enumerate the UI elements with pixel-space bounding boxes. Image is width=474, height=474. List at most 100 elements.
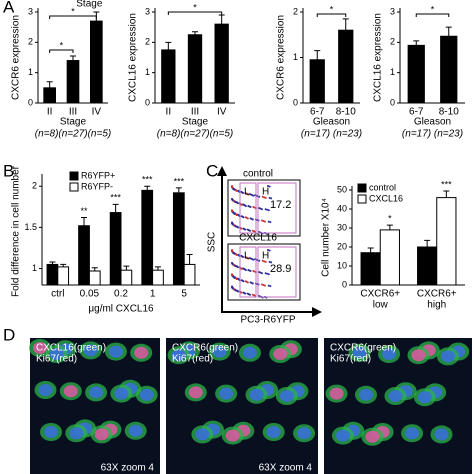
- error-bar: [445, 26, 452, 37]
- error-bar: [314, 50, 321, 60]
- nucleus: [94, 428, 109, 441]
- error-bar: [154, 266, 161, 271]
- event: [236, 202, 239, 205]
- x-tick-label: 1: [150, 289, 156, 300]
- event: [267, 284, 270, 287]
- nucleus: [188, 386, 203, 399]
- nucleus: [225, 429, 240, 442]
- x-tick-label: 0.2: [114, 289, 128, 300]
- y-tick-label: 0: [342, 279, 347, 289]
- legend-swatch: [357, 183, 367, 193]
- event: [267, 273, 270, 276]
- bar: [440, 35, 458, 104]
- legend-label: CXCL16: [369, 193, 403, 203]
- nucleus: [108, 345, 123, 358]
- y-tick-label: 1: [293, 52, 298, 62]
- event: [237, 226, 240, 229]
- event: [240, 267, 243, 270]
- y-tick-label: 40: [337, 203, 347, 213]
- event: [264, 272, 267, 275]
- event: [264, 196, 267, 199]
- bar: [187, 34, 203, 104]
- x-axis-label: Stage: [60, 117, 87, 128]
- event: [233, 252, 236, 255]
- bar: [90, 20, 103, 104]
- x-tick-label: IV: [92, 107, 102, 118]
- nucleus: [352, 346, 367, 359]
- event: [249, 270, 252, 273]
- y-tick-label: 3: [390, 6, 395, 16]
- gate: [257, 182, 297, 234]
- bar: [214, 23, 229, 104]
- event: [247, 257, 250, 260]
- x-tick-label: 5: [181, 289, 187, 300]
- event: [246, 217, 249, 220]
- panel-label: B: [3, 161, 14, 180]
- bar: [109, 212, 122, 286]
- significance: *: [60, 40, 64, 50]
- y-tick-label: 20: [337, 241, 347, 251]
- micrograph-label: CXCR6(green): [330, 343, 396, 354]
- event: [251, 282, 254, 285]
- gate-label: L: [244, 187, 250, 198]
- bar: [360, 252, 381, 286]
- legend-label: R6YFP-: [81, 181, 113, 191]
- event: [234, 201, 237, 204]
- bar: [417, 246, 438, 286]
- bar: [152, 269, 164, 286]
- nucleus: [405, 427, 420, 440]
- error-bar: [123, 265, 130, 271]
- event: [242, 216, 245, 219]
- nucleus: [128, 424, 143, 437]
- event: [233, 277, 236, 280]
- nucleus: [171, 349, 186, 362]
- y-axis-label: CXCL16 expression: [128, 13, 139, 102]
- error-bar: [386, 224, 393, 230]
- event: [249, 206, 252, 209]
- flow-axes: [221, 172, 316, 313]
- bracket: [415, 13, 450, 17]
- flow-title: CXCL16: [239, 233, 277, 244]
- nucleus: [44, 426, 58, 438]
- error-bar: [192, 31, 198, 35]
- y-tick-label: 1.5: [24, 222, 37, 232]
- error-bar: [49, 261, 56, 265]
- y-tick-label: 30: [337, 222, 347, 232]
- y-tick-label: 0: [28, 97, 33, 107]
- nucleus: [335, 429, 350, 442]
- sample-sizes: (n=17) (n=23): [402, 129, 463, 140]
- nucleus: [69, 427, 84, 440]
- panel-label: A: [3, 0, 15, 16]
- bar: [309, 59, 325, 104]
- gate-label: H: [262, 251, 269, 262]
- event: [244, 204, 247, 207]
- event: [234, 225, 237, 228]
- nucleus: [329, 387, 344, 400]
- legend-swatch: [357, 194, 367, 204]
- event: [248, 293, 251, 296]
- y-tick-label: 0: [145, 97, 150, 107]
- bar: [161, 49, 176, 104]
- event: [247, 193, 250, 196]
- event: [268, 249, 271, 252]
- event: [231, 186, 234, 189]
- significance: ***: [110, 193, 121, 203]
- event: [231, 197, 234, 200]
- legend-swatch: [69, 182, 79, 192]
- x-tick-label: 6-7: [310, 107, 325, 118]
- nucleus: [49, 348, 64, 360]
- x-tick-label: IV: [217, 107, 227, 118]
- event: [264, 208, 267, 211]
- bar: [338, 29, 354, 104]
- event: [252, 194, 255, 197]
- bracket: [49, 49, 74, 53]
- nucleus: [365, 430, 380, 443]
- event: [269, 221, 272, 224]
- error-bar: [186, 254, 193, 265]
- event: [270, 197, 273, 200]
- significance: ***: [174, 176, 185, 186]
- event: [234, 289, 237, 292]
- x-axis-label: Gleason: [313, 117, 350, 128]
- nucleus: [114, 387, 129, 400]
